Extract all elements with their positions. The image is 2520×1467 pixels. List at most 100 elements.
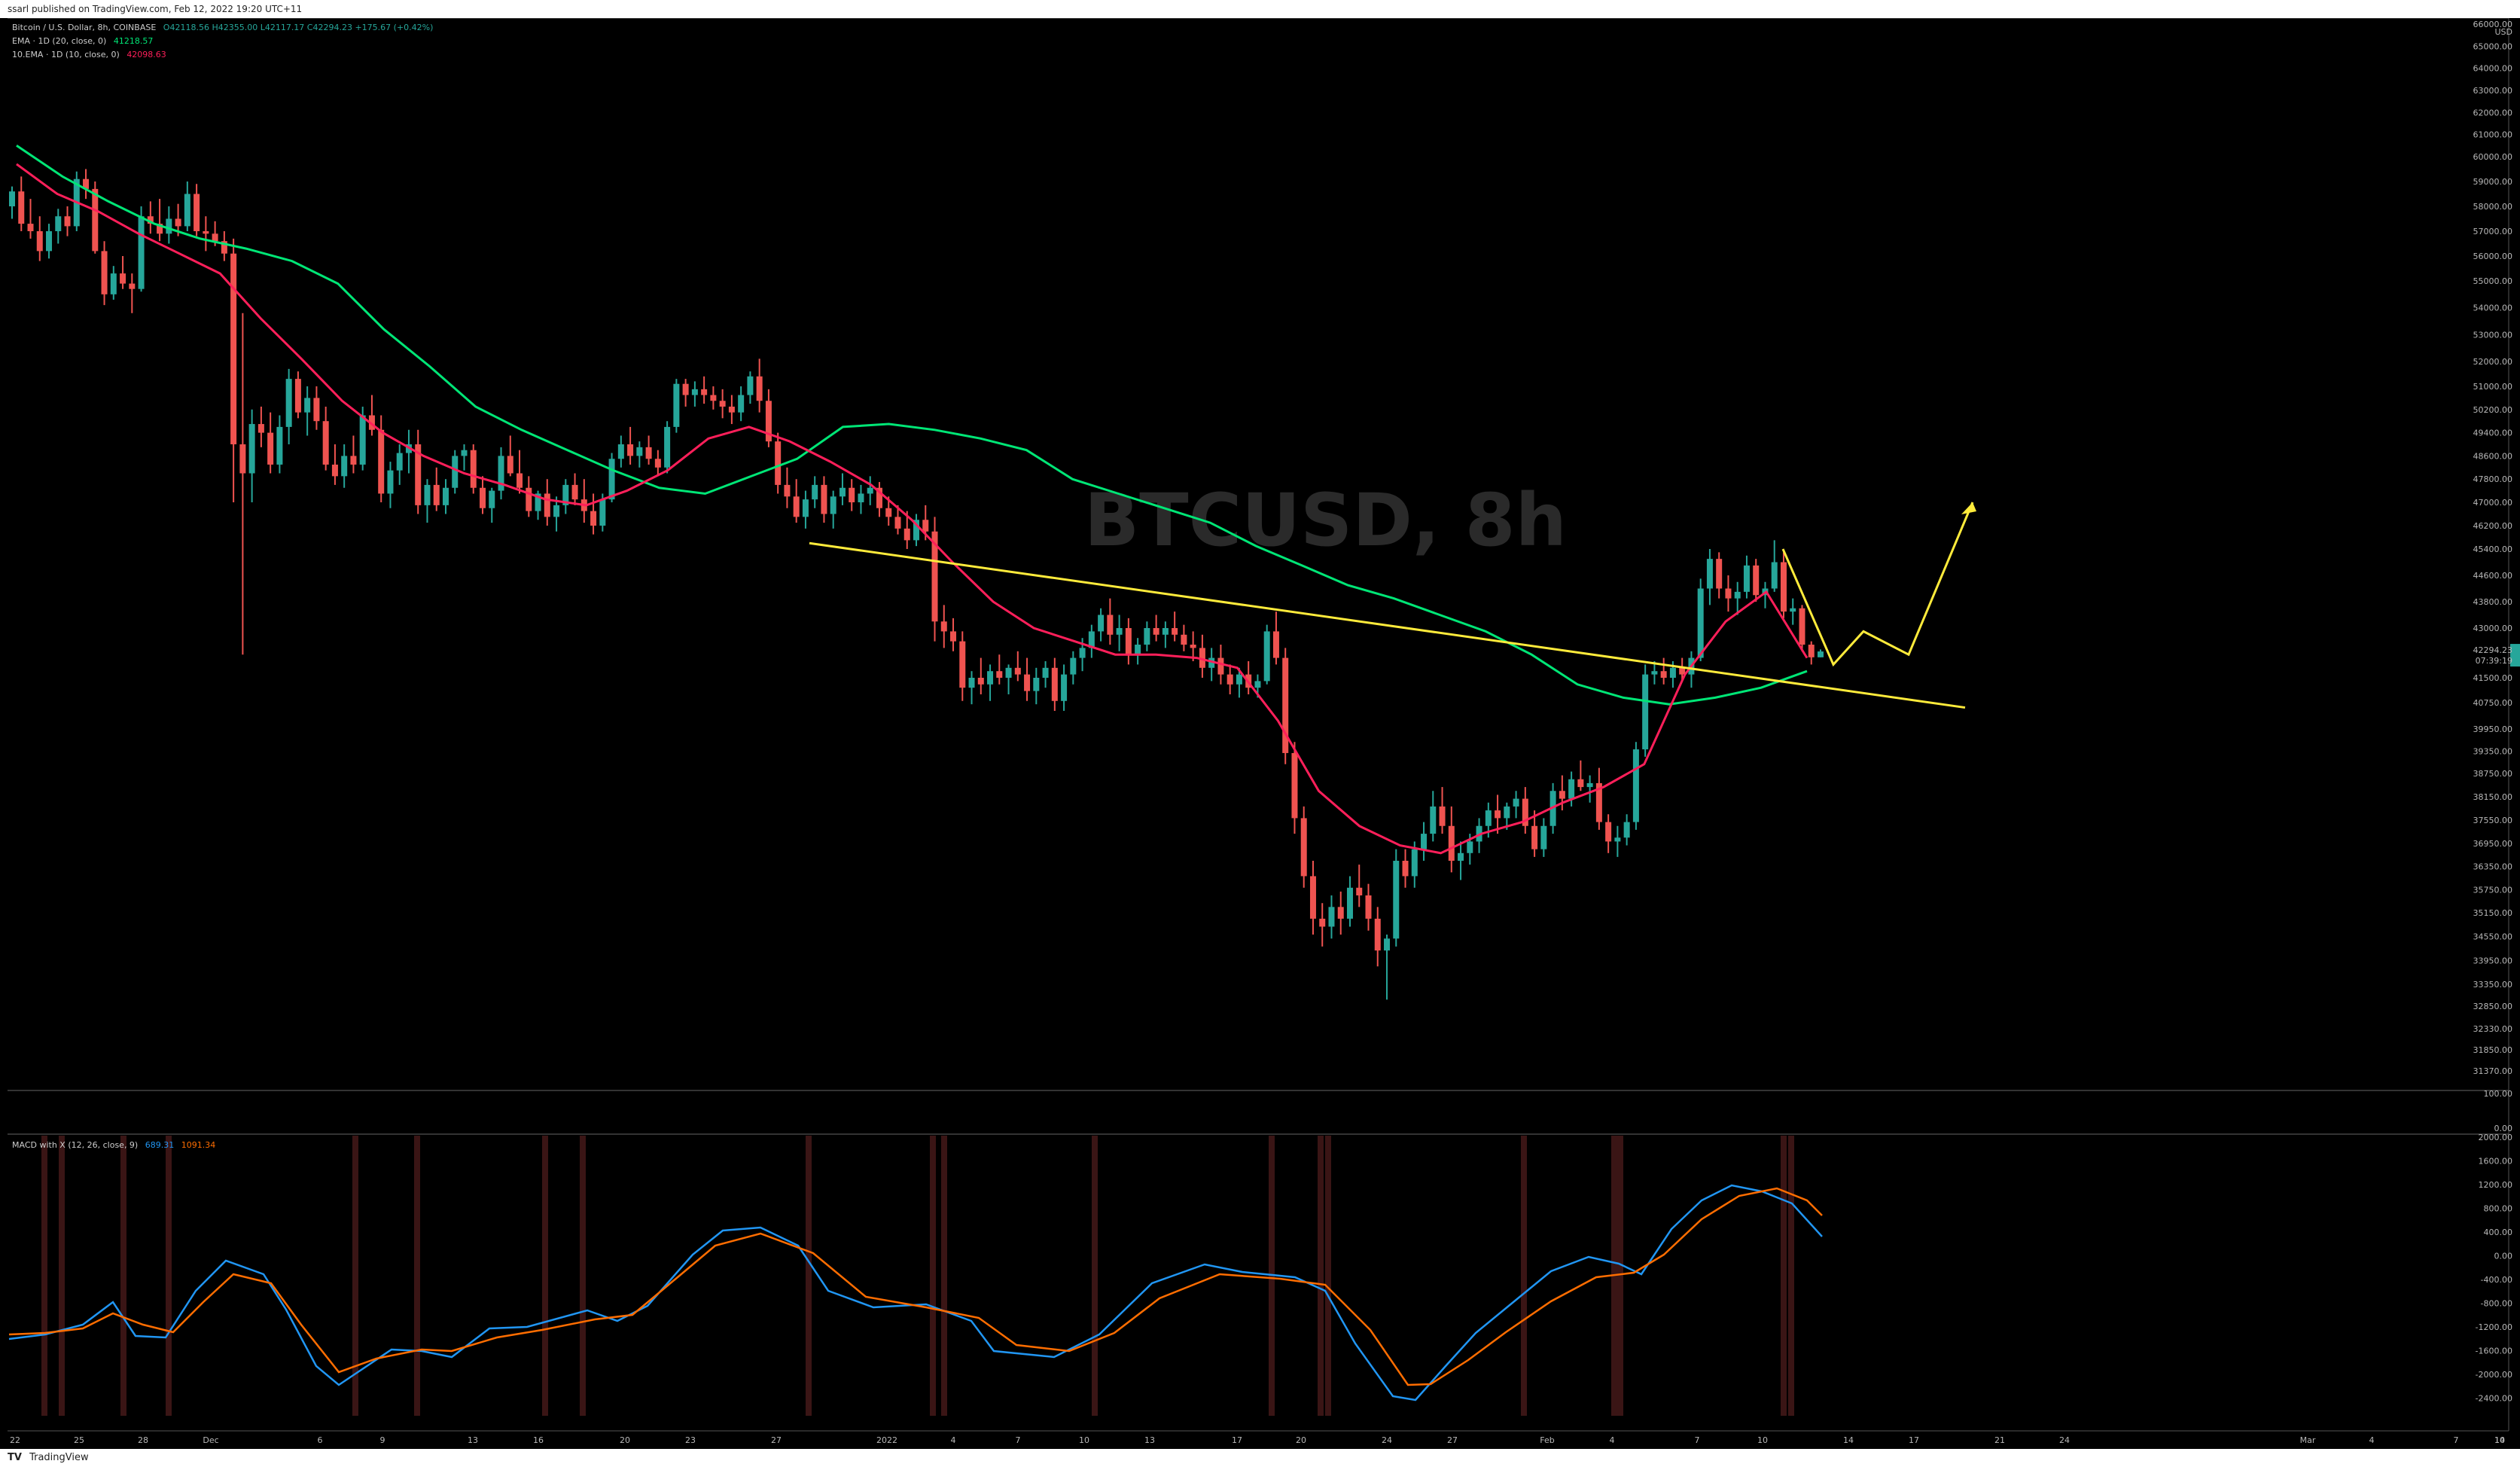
candle[interactable] — [1568, 771, 1575, 807]
candle[interactable] — [1697, 578, 1704, 661]
candle[interactable] — [1226, 664, 1233, 694]
candle[interactable] — [1107, 598, 1114, 645]
candle[interactable] — [221, 231, 227, 261]
candle[interactable] — [876, 482, 882, 517]
candle[interactable] — [968, 671, 975, 705]
candle[interactable] — [590, 493, 597, 535]
candle[interactable] — [470, 444, 477, 494]
candle[interactable] — [1098, 608, 1105, 642]
candle[interactable] — [1272, 612, 1279, 665]
candle[interactable] — [1513, 791, 1519, 819]
candles[interactable] — [9, 169, 1824, 1000]
candle[interactable] — [756, 358, 763, 413]
candle[interactable] — [322, 406, 329, 471]
candle[interactable] — [1605, 814, 1612, 853]
candle[interactable] — [313, 386, 320, 430]
candle[interactable] — [387, 462, 394, 508]
candle[interactable] — [18, 176, 25, 231]
price-axis[interactable]: 66000.00 65000.00 64000.00 63000.00 62000.00… — [8, 18, 2520, 1431]
candle[interactable] — [1559, 775, 1565, 811]
candle[interactable] — [1162, 621, 1169, 648]
candle[interactable] — [784, 467, 791, 508]
candle[interactable] — [793, 479, 800, 523]
candle[interactable] — [83, 169, 90, 200]
candle[interactable] — [571, 473, 578, 505]
candle[interactable] — [1780, 552, 1787, 618]
candle[interactable] — [36, 216, 43, 261]
candle[interactable] — [157, 199, 163, 242]
candle[interactable] — [987, 664, 994, 701]
candle[interactable] — [821, 476, 827, 523]
candle[interactable] — [1799, 605, 1805, 651]
candle[interactable] — [203, 216, 209, 252]
candle[interactable] — [230, 238, 237, 502]
candle[interactable] — [55, 209, 62, 244]
candle[interactable] — [193, 184, 200, 236]
candle[interactable] — [166, 206, 172, 244]
candle[interactable] — [553, 496, 560, 532]
candle[interactable] — [710, 386, 717, 410]
candle[interactable] — [858, 484, 864, 514]
candle[interactable] — [257, 406, 264, 447]
candle[interactable] — [1458, 841, 1464, 880]
candle[interactable] — [1725, 575, 1732, 612]
candle[interactable] — [959, 631, 966, 701]
candle[interactable] — [1319, 903, 1326, 947]
candle[interactable] — [950, 618, 957, 651]
candle[interactable] — [378, 415, 385, 503]
candle[interactable] — [977, 657, 984, 694]
candle[interactable] — [184, 181, 190, 231]
candle[interactable] — [1522, 787, 1528, 834]
candle[interactable] — [304, 386, 311, 436]
drawings[interactable] — [809, 502, 1976, 709]
candle[interactable] — [664, 421, 671, 474]
candle[interactable] — [64, 206, 71, 236]
candle[interactable] — [1734, 581, 1741, 615]
candle[interactable] — [294, 371, 301, 419]
candle[interactable] — [1614, 825, 1621, 857]
candle[interactable] — [489, 487, 495, 523]
candle[interactable] — [248, 409, 255, 502]
candle[interactable] — [1439, 787, 1446, 834]
candle[interactable] — [1384, 935, 1391, 1000]
candle[interactable] — [894, 505, 901, 535]
candle[interactable] — [1199, 634, 1205, 678]
candle[interactable] — [442, 479, 449, 514]
candle[interactable] — [1577, 760, 1584, 791]
candle[interactable] — [775, 432, 782, 494]
candle[interactable] — [1356, 865, 1363, 907]
candle[interactable] — [1365, 883, 1372, 931]
candle[interactable] — [1393, 849, 1400, 947]
candle[interactable] — [747, 371, 754, 404]
candle[interactable] — [1540, 818, 1547, 857]
candle[interactable] — [415, 429, 422, 514]
candle[interactable] — [544, 479, 550, 526]
candle[interactable] — [1790, 598, 1796, 625]
candle[interactable] — [1024, 657, 1031, 701]
candle[interactable] — [1753, 559, 1760, 602]
candle[interactable] — [350, 435, 357, 474]
candle[interactable] — [1421, 822, 1428, 861]
candle[interactable] — [368, 395, 375, 436]
candle[interactable] — [682, 379, 689, 407]
candle[interactable] — [839, 473, 846, 505]
candle[interactable] — [849, 479, 855, 511]
candle[interactable] — [1005, 664, 1012, 694]
candle[interactable] — [645, 435, 652, 465]
candle[interactable] — [276, 415, 283, 474]
candle[interactable] — [1153, 615, 1159, 642]
candle[interactable] — [1051, 657, 1058, 711]
candle[interactable] — [526, 476, 532, 517]
candle[interactable] — [46, 224, 53, 259]
candle[interactable] — [480, 476, 486, 514]
candle[interactable] — [562, 479, 569, 514]
candle[interactable] — [1716, 552, 1723, 599]
candle[interactable] — [120, 256, 126, 289]
candle[interactable] — [1531, 810, 1538, 857]
candle[interactable] — [1033, 667, 1040, 705]
candle[interactable] — [1042, 661, 1049, 688]
candle[interactable] — [461, 444, 468, 471]
candle[interactable] — [1088, 624, 1095, 658]
candle[interactable] — [1706, 549, 1713, 605]
candle[interactable] — [617, 435, 624, 468]
